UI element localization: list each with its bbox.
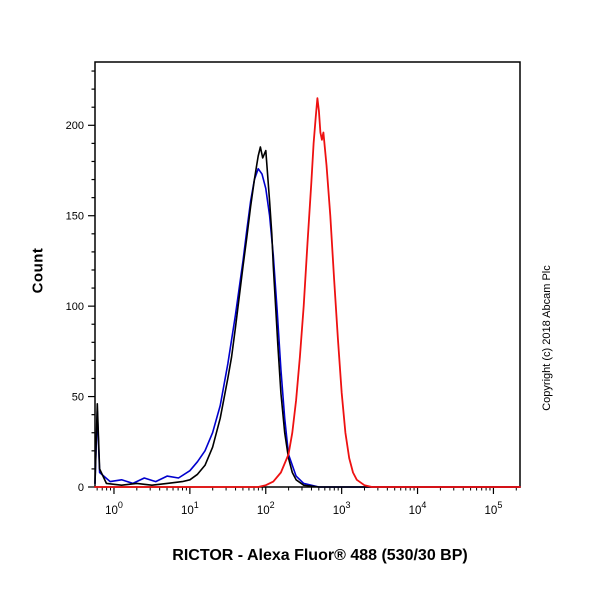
y-tick-label: 100 — [66, 301, 84, 313]
plot-frame — [94, 61, 521, 488]
x-tick-label: 104 — [409, 500, 427, 517]
series-black — [94, 146, 521, 488]
y-tick-label: 150 — [66, 211, 84, 223]
x-tick-label: 102 — [257, 500, 275, 517]
x-tick-label: 100 — [105, 500, 123, 517]
series-blue — [94, 167, 521, 488]
x-tick-label: 105 — [485, 500, 503, 517]
series-red — [94, 97, 521, 488]
copyright-text: Copyright (c) 2018 Abcam Plc — [541, 265, 553, 411]
x-axis-ticks: 100 101 102 103 104 105 — [96, 487, 517, 517]
y-axis-label: Count — [29, 247, 47, 294]
y-tick-label: 200 — [66, 120, 84, 132]
x-tick-label: 101 — [181, 500, 199, 517]
x-axis-label: RICTOR - Alexa Fluor® 488 (530/30 BP) — [172, 547, 468, 564]
y-axis-ticks: 0 50 100 150 200 — [66, 70, 95, 494]
y-tick-label: 50 — [72, 391, 84, 403]
x-tick-label: 103 — [333, 500, 351, 517]
y-tick-label: 0 — [78, 482, 84, 494]
